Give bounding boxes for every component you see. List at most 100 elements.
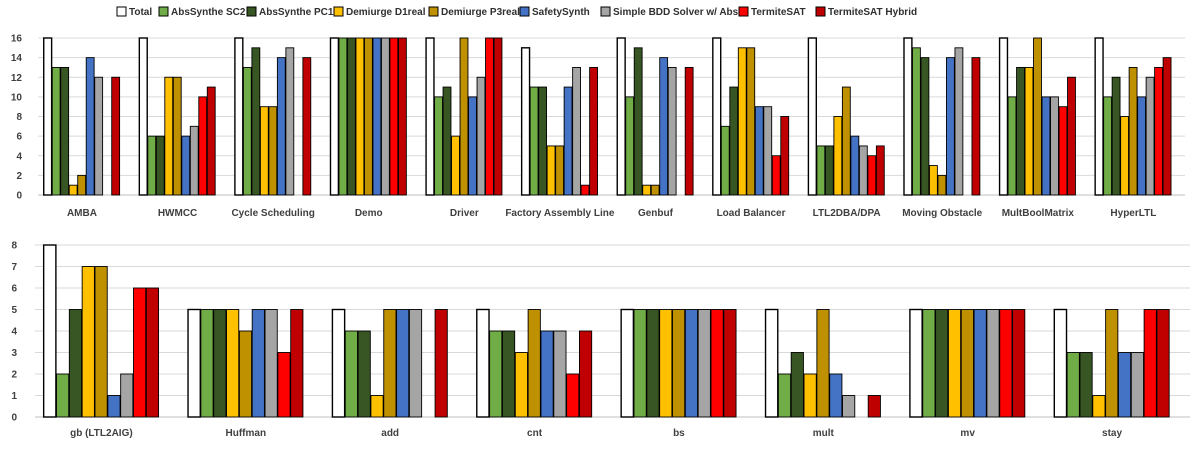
bar-demiurge-d1real-cnt	[514, 352, 528, 418]
bar-simple-bdd-solver-w-abs-stay	[1130, 352, 1144, 418]
bar-abssynthe-sc2-multboolmatrix	[1007, 96, 1017, 196]
bar-safetysynth-amba	[85, 57, 95, 196]
y-tick-label: 1	[11, 391, 17, 402]
bar-abssynthe-sc2-amba	[51, 66, 61, 196]
legend-swatch	[738, 6, 749, 17]
bar-demiurge-p3real-add	[383, 309, 397, 418]
bar-abssynthe-sc2-hyperltl	[1103, 96, 1113, 196]
bar-demiurge-p3real-amba	[77, 174, 87, 196]
bar-demiurge-d1real-stay	[1092, 395, 1106, 418]
y-tick-label: 6	[16, 132, 22, 143]
bar-total-huffman	[187, 308, 201, 418]
bar-demiurge-p3real-mv	[960, 309, 974, 418]
bar-termitesat-multboolmatrix	[1058, 106, 1068, 196]
x-tick-label-line: MultBoolMatrix	[1002, 208, 1075, 219]
x-tick-label-line: LTL2DBA/DPA	[813, 208, 881, 219]
bar-simple-bdd-solver-w-abs-mv	[986, 309, 1000, 418]
bar-demiurge-d1real-genbuf	[642, 184, 652, 196]
bar-demiurge-d1real-hyperltl	[1120, 116, 1129, 196]
x-tick-label: bs	[673, 428, 685, 439]
bar-demiurge-p3real-load-balancer	[746, 47, 756, 196]
x-tick-label: cnt	[527, 428, 543, 439]
y-tick-label: 0	[11, 413, 17, 424]
bar-abssynthe-sc2-huffman	[200, 309, 214, 418]
bar-safetysynth-moving-obstacle	[946, 57, 955, 196]
bar-termitesat-hybrid-stay	[1156, 309, 1170, 418]
bar-demiurge-d1real-bs	[659, 309, 673, 418]
bar-demiurge-d1real-mv	[947, 309, 962, 418]
bar-abssynthe-sc2-hwmcc	[147, 135, 157, 196]
chart-panel-2: 0 1 2 3 4 5 6 7 8 gb (LTL2AIG) Huffman add cnt bs mult…	[11, 241, 1190, 439]
bar-abssynthe-pc1-hyperltl	[1111, 76, 1121, 196]
bar-simple-bdd-solver-w-abs-driver	[476, 76, 486, 196]
bar-termitesat-hybrid-hyperltl	[1162, 57, 1172, 196]
bar-termitesat-hybrid-huffman	[290, 309, 304, 418]
bar-simple-bdd-solver-w-abs-mult	[842, 395, 856, 418]
bar-abssynthe-pc1-huffman	[213, 309, 227, 418]
bar-simple-bdd-solver-w-abs-multboolmatrix	[1050, 96, 1059, 196]
bar-total-gb-ltl2aig	[42, 244, 57, 418]
bar-simple-bdd-solver-w-abs-cycle-scheduling	[285, 47, 295, 196]
bar-total-mult	[764, 308, 779, 418]
bar-simple-bdd-solver-w-abs-moving-obstacle	[954, 47, 964, 196]
bar-demiurge-d1real-cycle-scheduling	[259, 106, 269, 196]
bar-demiurge-d1real-multboolmatrix	[1024, 66, 1034, 196]
legend-swatch	[116, 6, 127, 17]
legend-item-termitesat-hybrid: TermiteSAT Hybrid	[815, 6, 917, 18]
legend-label: Demiurge P3real	[441, 7, 520, 18]
x-tick-label-line: Genbuf	[638, 208, 674, 219]
bar-termitesat-hybrid-factory-assembly-line	[589, 66, 598, 196]
bar-demiurge-p3real-hwmcc	[172, 76, 182, 196]
bar-safetysynth-load-balancer	[754, 106, 764, 196]
bar-abssynthe-sc2-bs	[633, 309, 647, 418]
x-tick-label: Demo	[355, 208, 383, 219]
bar-safetysynth-huffman	[251, 309, 265, 418]
bar-abssynthe-pc1-moving-obstacle	[920, 57, 930, 196]
bar-safetysynth-driver	[468, 96, 477, 196]
x-tick-label: stay	[1102, 428, 1122, 439]
bar-safetysynth-stay	[1117, 352, 1132, 418]
bar-termitesat-hybrid-ltl2dba-dpa	[875, 145, 885, 196]
bar-demiurge-d1real-factory-assembly-line	[546, 145, 556, 196]
x-tick-label-line: Load Balancer	[717, 208, 786, 219]
x-tick-label: mult	[813, 428, 835, 439]
bar-demiurge-p3real-demo	[364, 37, 373, 196]
bar-termitesat-hybrid-add	[434, 309, 448, 418]
bar-abssynthe-sc2-genbuf	[625, 96, 635, 196]
bar-total-add	[331, 308, 346, 418]
x-tick-label-line: stay	[1102, 428, 1122, 439]
bar-termitesat-hybrid-genbuf	[684, 66, 694, 196]
bar-termitesat-hybrid-hwmcc	[206, 86, 216, 196]
y-tick-label: 5	[11, 305, 17, 316]
bar-abssynthe-sc2-cnt	[489, 330, 503, 418]
bar-abssynthe-pc1-hwmcc	[155, 135, 165, 196]
legend-swatch	[428, 6, 439, 17]
y-tick-label: 7	[11, 262, 17, 273]
bar-abssynthe-pc1-multboolmatrix	[1016, 66, 1025, 196]
bar-abssynthe-sc2-driver	[434, 96, 443, 196]
legend-label: SafetySynth	[532, 7, 590, 18]
bar-simple-bdd-solver-w-abs-bs	[697, 309, 711, 418]
bar-total-demo	[329, 37, 340, 196]
bar-demiurge-p3real-cycle-scheduling	[268, 106, 278, 196]
y-tick-label: 4	[11, 327, 17, 338]
bar-abssynthe-pc1-cnt	[502, 330, 516, 418]
bar-demiurge-p3real-genbuf	[650, 184, 660, 196]
bar-total-cycle-scheduling	[234, 37, 244, 196]
bar-abssynthe-pc1-demo	[347, 37, 356, 196]
x-tick-label-line: Driver	[450, 208, 479, 219]
bar-demiurge-d1real-demo	[355, 37, 365, 196]
bar-abssynthe-pc1-mult	[790, 352, 804, 418]
bar-total-factory-assembly-line	[520, 47, 531, 196]
bar-demiurge-d1real-ltl2dba-dpa	[833, 116, 843, 196]
y-tick-label: 14	[11, 53, 23, 64]
bar-termitesat-huffman	[277, 352, 291, 418]
bar-termitesat-load-balancer	[771, 155, 781, 196]
x-tick-label-line: mv	[960, 428, 975, 439]
x-tick-label: LTL2DBA/DPA	[813, 208, 881, 219]
bar-demiurge-p3real-hyperltl	[1128, 66, 1138, 196]
y-tick-label: 8	[16, 112, 22, 123]
bar-safetysynth-cycle-scheduling	[276, 57, 286, 196]
bar-safetysynth-hyperltl	[1137, 96, 1146, 196]
